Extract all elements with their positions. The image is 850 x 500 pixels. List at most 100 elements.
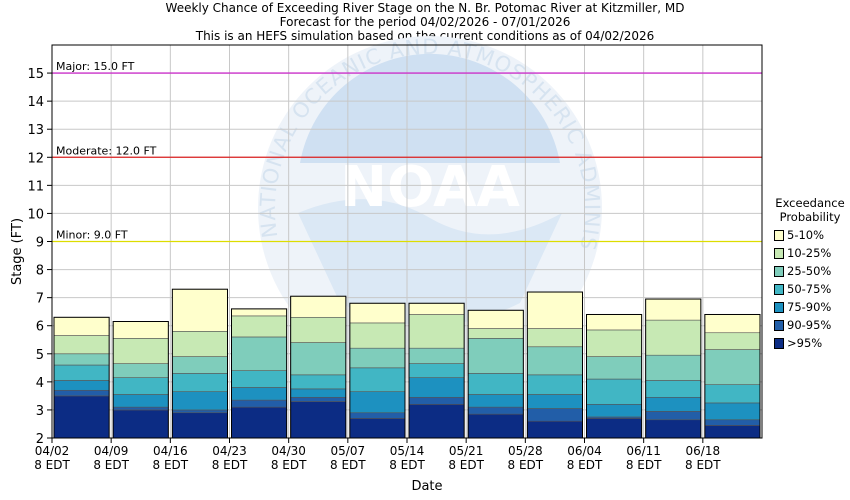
bar-week-05-07 — [349, 302, 406, 439]
bar-segment-3 — [704, 402, 761, 421]
chart-subtitle-period: Forecast for the period 04/02/2026 - 07/… — [279, 15, 571, 29]
bar-segment-6 — [408, 314, 465, 349]
bar-segment-1 — [527, 420, 583, 439]
bar-segment-2 — [408, 396, 465, 405]
bar-segment-4 — [290, 374, 347, 390]
chart-title: Weekly Chance of Exceeding River Stage o… — [165, 1, 685, 15]
bar-segment-6 — [704, 332, 761, 350]
bar-segment-6 — [53, 335, 110, 355]
bar-segment-5 — [172, 356, 228, 374]
y-tick-label: 6 — [36, 320, 44, 335]
bar-segment-4 — [408, 363, 465, 378]
bar-segment-7 — [290, 295, 347, 318]
bar-segment-5 — [53, 353, 110, 366]
y-tick-label: 11 — [27, 179, 44, 194]
bar-segment-7 — [231, 308, 287, 317]
legend-label: 75-90% — [787, 300, 832, 314]
bar-segment-6 — [112, 338, 169, 364]
x-tick-date: 04/09 — [94, 444, 129, 458]
y-tick-label: 4 — [36, 376, 44, 391]
bar-segment-4 — [527, 374, 583, 395]
y-tick-label: 3 — [36, 404, 44, 419]
bar-segment-1 — [349, 418, 406, 439]
legend-label: >95% — [787, 336, 823, 350]
bar-week-05-14 — [408, 302, 465, 439]
bar-segment-4 — [586, 378, 642, 405]
bar-segment-7 — [349, 302, 406, 324]
legend-label: 90-95% — [787, 318, 832, 332]
x-tick-time: 8 EDT — [93, 458, 129, 472]
y-tick-label: 13 — [27, 123, 44, 138]
bar-segment-7 — [586, 314, 642, 331]
x-tick-time: 8 EDT — [271, 458, 307, 472]
bar-segment-2 — [527, 408, 583, 422]
bar-segment-1 — [586, 418, 642, 439]
bar-segment-1 — [704, 425, 761, 439]
bar-segment-7 — [53, 316, 110, 336]
bar-week-06-18 — [704, 313, 761, 439]
legend-label: 5-10% — [787, 228, 825, 242]
bar-segment-5 — [231, 336, 287, 371]
bar-segment-6 — [527, 328, 583, 348]
legend-swatch — [774, 247, 784, 259]
bar-week-04-30 — [290, 295, 347, 439]
y-tick-label: 2 — [36, 432, 44, 447]
y-tick-label: 14 — [27, 95, 44, 110]
bar-segment-4 — [172, 373, 228, 392]
y-tick-label: 8 — [36, 264, 44, 279]
x-tick-time: 8 EDT — [685, 458, 721, 472]
x-tick-date: 06/04 — [567, 444, 602, 458]
bar-segment-3 — [231, 387, 287, 401]
bar-segment-5 — [467, 338, 524, 374]
bar-week-06-11 — [645, 298, 702, 439]
y-tick-label: 9 — [36, 236, 44, 251]
bar-segment-6 — [349, 322, 406, 349]
bar-segment-2 — [172, 409, 228, 414]
x-tick-time: 8 EDT — [212, 458, 248, 472]
bar-segment-1 — [290, 401, 347, 439]
bar-segment-3 — [527, 394, 583, 409]
bar-segment-3 — [349, 391, 406, 414]
bar-segment-7 — [527, 291, 583, 329]
bar-segment-7 — [112, 321, 169, 339]
bar-segment-2 — [349, 412, 406, 419]
flood-threshold-lines: Major: 15.0 FT Moderate: 12.0 FT Minor: 9.… — [52, 60, 762, 243]
bar-segment-5 — [586, 356, 642, 380]
x-tick-time: 8 EDT — [153, 458, 189, 472]
bar-segment-5 — [704, 349, 761, 385]
legend-item: >95% — [774, 334, 850, 352]
bar-segment-2 — [467, 406, 524, 415]
bar-segment-7 — [704, 314, 761, 334]
bar-segment-5 — [527, 346, 583, 376]
bar-segment-1 — [112, 409, 169, 439]
legend-label: 25-50% — [787, 264, 832, 278]
x-tick-time: 8 EDT — [626, 458, 662, 472]
y-tick-label: 12 — [27, 151, 44, 166]
x-tick-time: 8 EDT — [389, 458, 425, 472]
bar-segment-3 — [53, 380, 110, 391]
bar-segment-6 — [290, 316, 347, 343]
bar-segment-3 — [112, 394, 169, 408]
bar-segment-1 — [172, 412, 228, 439]
y-tick-label: 7 — [36, 292, 44, 307]
bar-segment-7 — [172, 288, 228, 332]
x-tick-date: 06/11 — [626, 444, 661, 458]
bar-segment-3 — [172, 391, 228, 411]
bar-segment-2 — [290, 396, 347, 402]
bar-segment-3 — [586, 404, 642, 418]
bar-segment-1 — [231, 406, 287, 439]
bar-segment-5 — [645, 354, 702, 381]
bar-segment-5 — [349, 347, 406, 369]
bar-segment-6 — [172, 331, 228, 357]
bar-segment-3 — [290, 388, 347, 398]
legend-title-line1: Exceedance — [775, 196, 845, 210]
x-tick-date: 04/02 — [35, 444, 70, 458]
legend-swatch — [774, 337, 784, 349]
legend-swatch — [774, 301, 784, 313]
chart-subtitle-simulation: This is an HEFS simulation based on the … — [195, 29, 655, 43]
bar-week-06-04 — [586, 313, 643, 439]
bar-segment-4 — [349, 367, 406, 392]
